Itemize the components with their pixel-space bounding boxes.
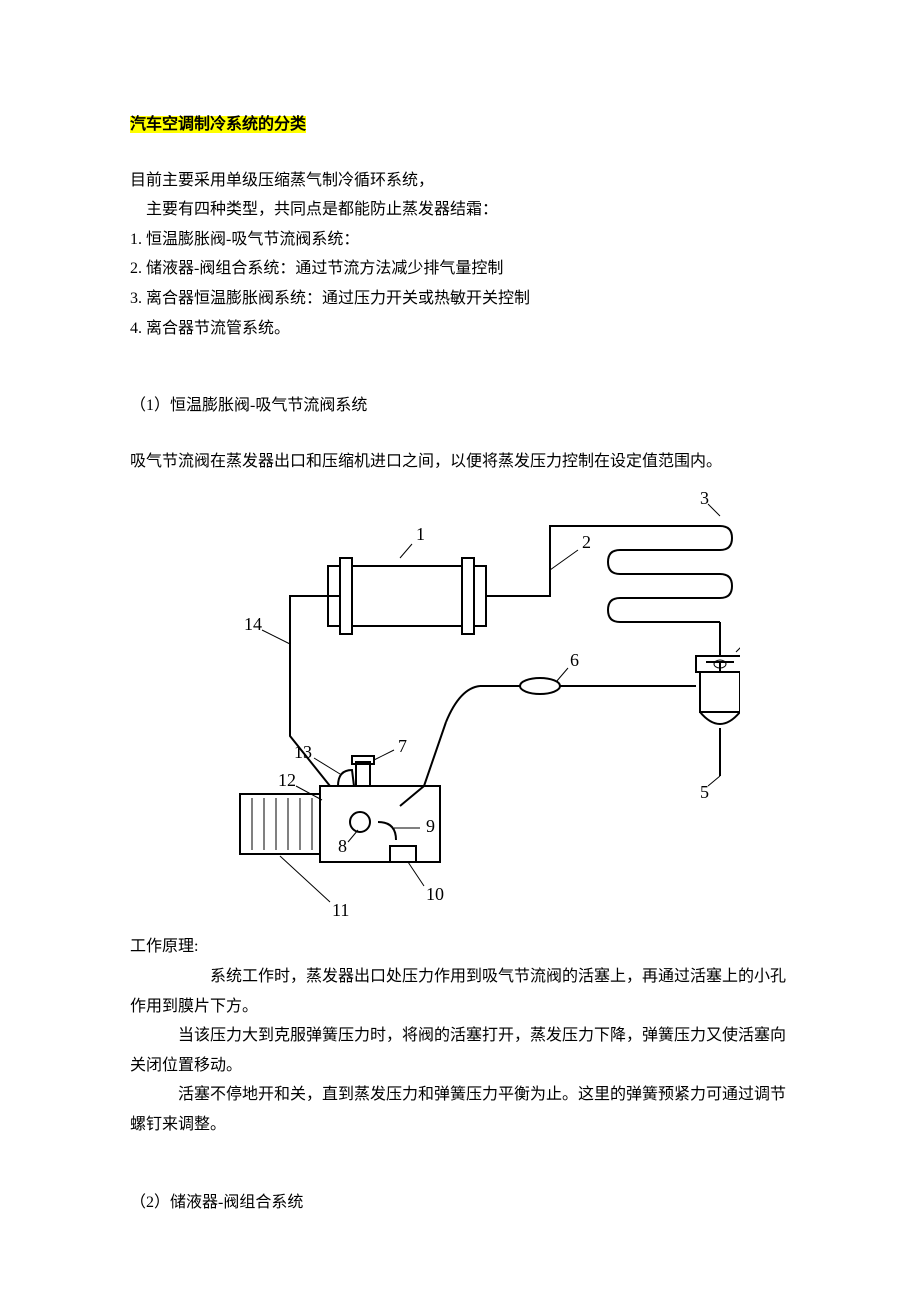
label-14: 14 (244, 614, 262, 634)
intro-line-2: 主要有四种类型，共同点是都能防止蒸发器结霜： (130, 195, 790, 225)
list-item-2: 2. 储液器-阀组合系统：通过节流方法减少排气量控制 (130, 254, 790, 284)
principle-label: 工作原理: (130, 932, 790, 962)
system-diagram: 1 2 3 4 5 6 7 8 9 10 11 12 13 14 (130, 486, 790, 926)
label-5: 5 (700, 782, 709, 802)
principle-p2: 当该压力大到克服弹簧压力时，将阀的活塞打开，蒸发压力下降，弹簧压力又使活塞向关闭… (130, 1021, 790, 1080)
condenser-coil-icon (608, 526, 732, 656)
label-12: 12 (278, 770, 296, 790)
compressor-icon (328, 558, 486, 634)
label-1: 1 (416, 524, 425, 544)
label-6: 6 (570, 650, 579, 670)
liquid-line-icon (446, 672, 720, 722)
label-3: 3 (700, 488, 709, 508)
title-text: 汽车空调制冷系统的分类 (130, 116, 306, 133)
label-7: 7 (398, 736, 407, 756)
label-11: 11 (332, 900, 349, 920)
label-2: 2 (582, 532, 591, 552)
page-title: 汽车空调制冷系统的分类 (130, 110, 790, 140)
label-10: 10 (426, 884, 444, 904)
section-2-heading: （2）储液器-阀组合系统 (130, 1188, 790, 1218)
principle-p1: 系统工作时，蒸发器出口处压力作用到吸气节流阀的活塞上，再通过活塞上的小孔作用到膜… (130, 962, 790, 1021)
list-item-3: 3. 离合器恒温膨胀阀系统：通过压力开关或热敏开关控制 (130, 284, 790, 314)
document-page: 汽车空调制冷系统的分类 目前主要采用单级压缩蒸气制冷循环系统， 主要有四种类型，… (0, 0, 920, 1302)
principle-p3: 活塞不停地开和关，直到蒸发压力和弹簧压力平衡为止。这里的弹簧预紧力可通过调节螺钉… (130, 1080, 790, 1139)
label-13: 13 (294, 742, 312, 762)
receiver-drier-icon (696, 656, 740, 724)
label-8: 8 (338, 836, 347, 856)
label-9: 9 (426, 816, 435, 836)
section-1-heading: （1）恒温膨胀阀-吸气节流阀系统 (130, 391, 790, 421)
list-item-1: 1. 恒温膨胀阀-吸气节流阀系统： (130, 225, 790, 255)
diagram-svg: 1 2 3 4 5 6 7 8 9 10 11 12 13 14 (180, 486, 740, 926)
intro-line-1: 目前主要采用单级压缩蒸气制冷循环系统， (130, 166, 790, 196)
section-1-para: 吸气节流阀在蒸发器出口和压缩机进口之间，以便将蒸发压力控制在设定值范围内。 (130, 447, 790, 477)
list-item-4: 4. 离合器节流管系统。 (130, 314, 790, 344)
